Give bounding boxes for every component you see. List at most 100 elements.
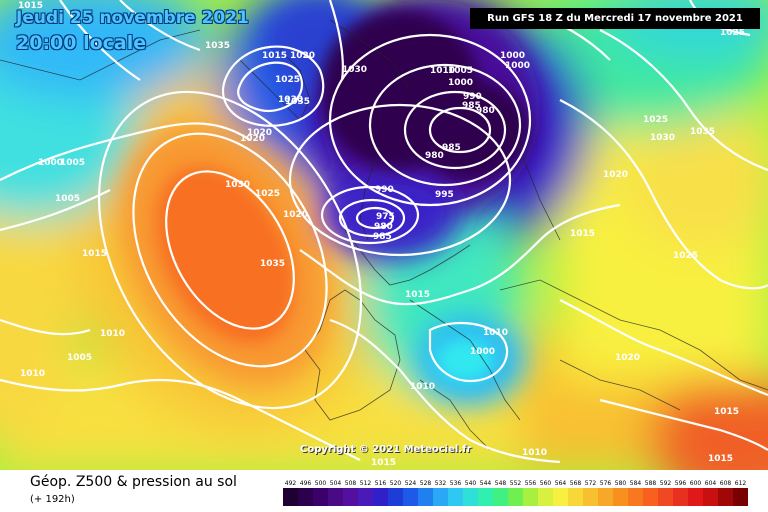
isobar-label: 1030 xyxy=(650,133,675,143)
legend-swatch xyxy=(418,488,433,506)
isobar-label: 1035 xyxy=(285,97,310,107)
legend-swatch xyxy=(658,488,673,506)
isobar-label: 975 xyxy=(376,212,395,222)
legend-tick-label: 608 xyxy=(720,480,732,487)
legend-swatch xyxy=(328,488,343,506)
color-legend: 492 496 500 504 508 512 516 520 524 528 532 536 540 5… xyxy=(283,476,753,512)
legend-swatch xyxy=(688,488,703,506)
isobar-label: 980 xyxy=(476,106,495,116)
isobar-label: 1010 xyxy=(430,66,455,76)
isobar-label: 1000 xyxy=(500,51,525,61)
legend-tick-label: 548 xyxy=(495,480,507,487)
legend-swatch xyxy=(553,488,568,506)
legend-swatch xyxy=(493,488,508,506)
legend-swatch xyxy=(703,488,718,506)
legend-swatch xyxy=(343,488,358,506)
isobar-label: 1030 xyxy=(342,65,367,75)
legend-tick-label: 580 xyxy=(615,480,627,487)
isobar-label: 1010 xyxy=(100,329,125,339)
coastlines xyxy=(0,19,768,451)
isobar-label: 1010 xyxy=(483,328,508,338)
isobar-label: 1015 xyxy=(405,290,430,300)
legend-swatch xyxy=(478,488,493,506)
legend-swatch xyxy=(598,488,613,506)
isobar-label: 990 xyxy=(375,185,394,195)
legend-tick-label: 496 xyxy=(300,480,312,487)
legend-tick-label: 584 xyxy=(630,480,642,487)
legend-tick-label: 560 xyxy=(540,480,552,487)
weather-map: 1015 1035 1015 1020 1025 1030 1035 1030 1010 1005… xyxy=(0,0,768,470)
legend-tick-label: 588 xyxy=(645,480,657,487)
isobar-label: 1005 xyxy=(67,353,92,363)
legend-swatch xyxy=(538,488,553,506)
isobar-label: 1000 xyxy=(470,347,495,357)
legend-tick-label: 544 xyxy=(480,480,492,487)
isobar-label: 980 xyxy=(425,151,444,161)
isobar-label: 1030 xyxy=(225,180,250,190)
legend-tick-label: 536 xyxy=(450,480,462,487)
isobar-label: 1010 xyxy=(522,448,547,458)
forecast-time: 20:00 locale xyxy=(16,32,147,54)
isobar-label: 1015 xyxy=(82,249,107,259)
isobar-label: 1035 xyxy=(205,41,230,51)
isobar-label: 985 xyxy=(373,232,392,242)
isobar-label: 1035 xyxy=(690,127,715,137)
isobar-lines xyxy=(0,0,768,464)
legend-tick-label: 492 xyxy=(285,480,297,487)
legend-swatch xyxy=(298,488,313,506)
legend-tick-label: 532 xyxy=(435,480,447,487)
legend-tick-label: 516 xyxy=(375,480,387,487)
legend-swatch xyxy=(403,488,418,506)
legend-swatch xyxy=(643,488,658,506)
legend-swatch xyxy=(583,488,598,506)
legend-tick-label: 576 xyxy=(600,480,612,487)
legend-swatch xyxy=(388,488,403,506)
isobar-label: 1025 xyxy=(673,251,698,261)
legend-swatch xyxy=(628,488,643,506)
isobar-label: 1015 xyxy=(262,51,287,61)
isobar-label: 1000 xyxy=(38,158,63,168)
copyright-notice: Copyright © 2021 Meteociel.fr xyxy=(300,444,472,455)
legend-swatch xyxy=(313,488,328,506)
legend-swatch xyxy=(283,488,298,506)
isobar-label: 1010 xyxy=(410,382,435,392)
legend-tick-label: 572 xyxy=(585,480,597,487)
legend-swatch xyxy=(463,488,478,506)
legend-tick-label: 612 xyxy=(735,480,747,487)
color-scale: 492 496 500 504 508 512 516 520 524 528 532 536 540 5… xyxy=(283,480,748,506)
legend-tick-label: 596 xyxy=(675,480,687,487)
legend-swatch xyxy=(673,488,688,506)
legend-tick-label: 528 xyxy=(420,480,432,487)
legend-swatch xyxy=(613,488,628,506)
isobar-label: 1035 xyxy=(260,259,285,269)
isobar-label: 1010 xyxy=(20,369,45,379)
isobar-label: 1025 xyxy=(643,115,668,125)
forecast-date: Jeudi 25 novembre 2021 xyxy=(16,8,249,28)
legend-swatch xyxy=(568,488,583,506)
isobar-label: 1015 xyxy=(371,458,396,468)
isobar-label: 1005 xyxy=(60,158,85,168)
isobar-label: 1000 xyxy=(505,61,530,71)
legend-swatch xyxy=(523,488,538,506)
legend-swatch xyxy=(358,488,373,506)
legend-tick-label: 512 xyxy=(360,480,372,487)
isobar-label: 1015 xyxy=(18,1,43,11)
isobar-label: 1030 xyxy=(278,95,303,105)
legend-tick-label: 568 xyxy=(570,480,582,487)
legend-tick-label: 524 xyxy=(405,480,417,487)
isobar-label: 1000 xyxy=(448,78,473,88)
isobar-label: 1005 xyxy=(55,194,80,204)
isobar-label: 1020 xyxy=(283,210,308,220)
legend-swatch xyxy=(508,488,523,506)
legend-tick-label: 600 xyxy=(690,480,702,487)
isobar-label: 995 xyxy=(435,190,454,200)
legend-swatch xyxy=(718,488,733,506)
model-run-info: Run GFS 18 Z du Mercredi 17 novembre 202… xyxy=(470,8,760,29)
forecast-offset: (+ 192h) xyxy=(30,494,75,505)
isobar-label: 1015 xyxy=(714,407,739,417)
isobar-label: 985 xyxy=(462,101,481,111)
legend-tick-label: 500 xyxy=(315,480,327,487)
isobar-label: 980 xyxy=(374,222,393,232)
isobar-label: 1020 xyxy=(603,170,628,180)
